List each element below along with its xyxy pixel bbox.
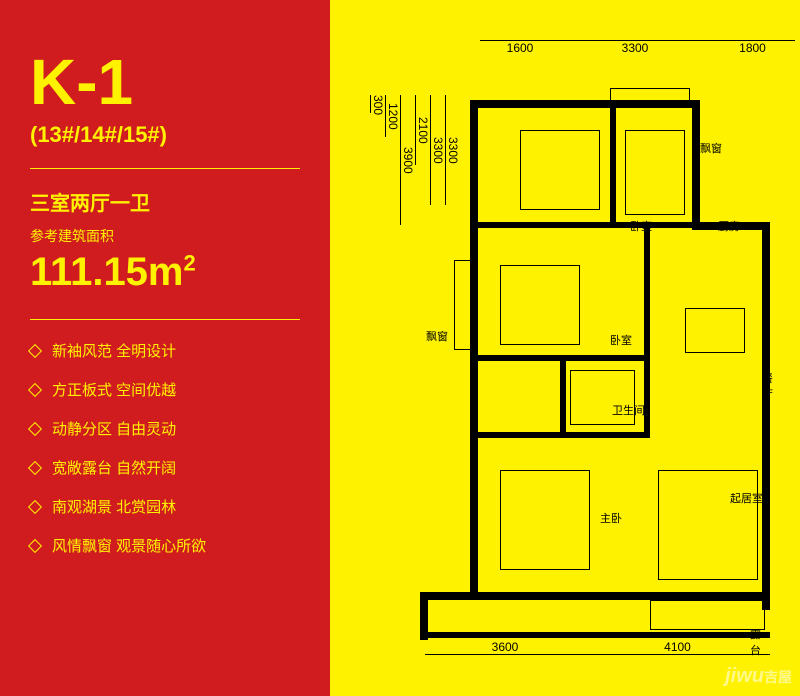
dim-seg: 1200 bbox=[385, 95, 400, 137]
dim-seg: 1600 bbox=[480, 40, 560, 55]
room-label: 飘窗 bbox=[700, 140, 722, 156]
wall bbox=[470, 222, 695, 228]
feature-item: 动静分区 自由灵动 bbox=[30, 418, 300, 439]
feature-item: 风情飘窗 观景随心所欲 bbox=[30, 535, 300, 556]
room-label: 露台 bbox=[750, 626, 770, 658]
feature-item: 方正板式 空间优越 bbox=[30, 379, 300, 400]
divider bbox=[30, 319, 300, 320]
diamond-icon bbox=[28, 538, 42, 552]
bay-window bbox=[454, 260, 472, 350]
wall bbox=[420, 592, 770, 600]
dim-seg: 3300 bbox=[560, 40, 710, 55]
area-value: 111.15m2 bbox=[30, 250, 300, 295]
dimensions-top: 1600 3300 1800 bbox=[480, 40, 795, 55]
bed bbox=[500, 265, 580, 345]
floorplan-drawing: 卧室 厨房 飘窗 卧室 飘窗 卫生间 主卧 起居室 餐厅 露台 bbox=[410, 70, 770, 630]
wall bbox=[420, 632, 770, 638]
dining-table bbox=[685, 308, 745, 353]
wall bbox=[470, 100, 478, 600]
diamond-icon bbox=[28, 499, 42, 513]
building-numbers: (13#/14#/15#) bbox=[30, 122, 300, 148]
room-label: 厨房 bbox=[718, 218, 740, 234]
wall bbox=[560, 360, 566, 435]
area-number: 111.15m bbox=[30, 250, 184, 294]
kitchen-counter bbox=[625, 130, 685, 215]
room-label: 主卧 bbox=[600, 510, 622, 526]
dim-seg: 300 bbox=[370, 95, 385, 113]
feature-text: 风情飘窗 观景随心所欲 bbox=[52, 535, 206, 556]
room-label: 卧室 bbox=[630, 218, 652, 234]
info-panel: K-1 (13#/14#/15#) 三室两厅一卫 参考建筑面积 111.15m2… bbox=[0, 0, 330, 696]
sofa-area bbox=[658, 470, 758, 580]
plan-title: K-1 bbox=[30, 50, 300, 114]
room-label: 飘窗 bbox=[426, 328, 448, 344]
watermark-cn: 吉屋 bbox=[764, 669, 792, 685]
diamond-icon bbox=[28, 460, 42, 474]
area-sup: 2 bbox=[184, 251, 196, 276]
layout-type: 三室两厅一卫 bbox=[30, 187, 300, 216]
feature-text: 南观湖景 北赏园林 bbox=[52, 496, 176, 517]
terrace bbox=[650, 600, 765, 630]
room-label: 起居室 bbox=[730, 490, 763, 506]
diamond-icon bbox=[28, 421, 42, 435]
room-label: 卧室 bbox=[610, 332, 632, 348]
bed bbox=[520, 130, 600, 210]
watermark-main: jiwu bbox=[725, 665, 764, 687]
room-label: 卫生间 bbox=[612, 402, 645, 418]
feature-item: 宽敞露台 自然开阔 bbox=[30, 457, 300, 478]
room-label: 餐厅 bbox=[762, 370, 773, 402]
wall bbox=[762, 230, 770, 610]
dim-seg: 1800 bbox=[710, 40, 795, 55]
feature-item: 南观湖景 北赏园林 bbox=[30, 496, 300, 517]
feature-text: 宽敞露台 自然开阔 bbox=[52, 457, 176, 478]
feature-text: 新袖风范 全明设计 bbox=[52, 340, 176, 361]
dim-seg: 4100 bbox=[585, 640, 770, 655]
floorplan-panel: 1600 3300 1800 3300 3300 2100 3900 1200 … bbox=[330, 0, 800, 696]
feature-item: 新袖风范 全明设计 bbox=[30, 340, 300, 361]
diamond-icon bbox=[28, 382, 42, 396]
dim-seg: 3600 bbox=[425, 640, 585, 655]
feature-text: 方正板式 空间优越 bbox=[52, 379, 176, 400]
feature-text: 动静分区 自由灵动 bbox=[52, 418, 176, 439]
bay-window bbox=[610, 88, 690, 102]
divider bbox=[30, 168, 300, 169]
wall bbox=[610, 102, 616, 227]
bed bbox=[500, 470, 590, 570]
watermark: jiwu吉屋 bbox=[725, 665, 792, 688]
wall bbox=[692, 100, 700, 230]
area-label: 参考建筑面积 bbox=[30, 226, 300, 246]
dimensions-bottom: 3600 4100 bbox=[425, 640, 770, 655]
diamond-icon bbox=[28, 343, 42, 357]
feature-list: 新袖风范 全明设计 方正板式 空间优越 动静分区 自由灵动 宽敞露台 自然开阔 … bbox=[30, 340, 300, 556]
